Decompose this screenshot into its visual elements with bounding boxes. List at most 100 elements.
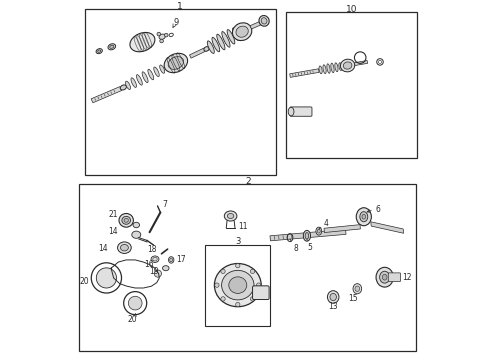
Text: 20: 20 — [80, 277, 90, 286]
Text: 14: 14 — [109, 227, 118, 236]
Circle shape — [257, 283, 261, 287]
Text: 10: 10 — [346, 5, 358, 14]
Ellipse shape — [331, 63, 334, 73]
Polygon shape — [270, 229, 346, 241]
Circle shape — [157, 32, 161, 36]
Ellipse shape — [212, 37, 220, 52]
Ellipse shape — [151, 256, 159, 262]
Text: 21: 21 — [109, 210, 118, 219]
Ellipse shape — [335, 63, 338, 72]
Ellipse shape — [132, 231, 141, 238]
Ellipse shape — [316, 227, 321, 235]
Ellipse shape — [164, 53, 188, 73]
Ellipse shape — [170, 258, 172, 262]
Ellipse shape — [382, 274, 387, 280]
Ellipse shape — [221, 270, 254, 300]
Circle shape — [221, 269, 225, 274]
Text: 12: 12 — [403, 273, 412, 282]
Ellipse shape — [303, 230, 311, 241]
Ellipse shape — [120, 85, 126, 90]
Polygon shape — [91, 87, 122, 103]
Circle shape — [236, 264, 240, 268]
Text: 8: 8 — [290, 239, 298, 253]
Ellipse shape — [355, 286, 360, 292]
Ellipse shape — [133, 222, 140, 228]
Ellipse shape — [124, 218, 128, 222]
Ellipse shape — [339, 63, 342, 71]
Ellipse shape — [108, 44, 116, 50]
Text: 14: 14 — [98, 244, 107, 253]
Text: 13: 13 — [328, 302, 338, 311]
Circle shape — [215, 283, 219, 287]
Ellipse shape — [343, 62, 352, 69]
Bar — [286, 12, 417, 158]
Polygon shape — [324, 225, 360, 233]
Circle shape — [97, 268, 117, 288]
Ellipse shape — [360, 212, 368, 222]
Ellipse shape — [163, 266, 169, 271]
Circle shape — [236, 302, 240, 307]
Ellipse shape — [159, 34, 165, 39]
Ellipse shape — [148, 69, 154, 80]
Circle shape — [250, 269, 255, 274]
Text: 3: 3 — [235, 237, 241, 246]
FancyBboxPatch shape — [290, 107, 312, 116]
Ellipse shape — [222, 32, 230, 47]
Ellipse shape — [330, 293, 337, 301]
Text: 18: 18 — [147, 245, 157, 253]
Ellipse shape — [217, 34, 225, 50]
Ellipse shape — [119, 213, 133, 227]
Ellipse shape — [154, 67, 159, 77]
FancyBboxPatch shape — [252, 286, 269, 300]
Bar — [205, 245, 270, 326]
Ellipse shape — [362, 215, 366, 219]
Ellipse shape — [305, 233, 309, 239]
Text: 11: 11 — [239, 222, 248, 231]
Text: 4: 4 — [319, 220, 328, 229]
Ellipse shape — [323, 65, 326, 73]
Ellipse shape — [229, 277, 247, 293]
Ellipse shape — [327, 291, 339, 303]
Text: 7: 7 — [162, 200, 167, 209]
Text: 5: 5 — [307, 239, 312, 252]
Ellipse shape — [356, 208, 371, 226]
Circle shape — [128, 296, 142, 310]
Ellipse shape — [131, 78, 136, 87]
Circle shape — [154, 270, 162, 277]
Ellipse shape — [236, 26, 248, 37]
Ellipse shape — [353, 284, 362, 294]
Polygon shape — [371, 222, 404, 233]
Circle shape — [160, 39, 163, 43]
Ellipse shape — [224, 211, 237, 221]
Ellipse shape — [207, 41, 214, 53]
Ellipse shape — [96, 49, 102, 54]
Ellipse shape — [261, 18, 267, 24]
Ellipse shape — [327, 64, 330, 73]
Text: 16: 16 — [144, 260, 153, 269]
FancyBboxPatch shape — [388, 273, 400, 282]
Text: 19: 19 — [149, 266, 159, 276]
Ellipse shape — [121, 244, 128, 251]
Ellipse shape — [227, 30, 235, 44]
Ellipse shape — [233, 28, 240, 40]
Ellipse shape — [319, 66, 322, 74]
Text: 17: 17 — [176, 256, 186, 264]
Ellipse shape — [118, 242, 131, 253]
Ellipse shape — [288, 107, 294, 116]
Ellipse shape — [98, 50, 101, 52]
Polygon shape — [355, 60, 368, 66]
Bar — [79, 184, 416, 351]
Ellipse shape — [168, 57, 184, 69]
Circle shape — [250, 297, 255, 301]
Ellipse shape — [318, 229, 320, 233]
Ellipse shape — [169, 257, 174, 263]
Ellipse shape — [380, 271, 390, 283]
Text: 6: 6 — [376, 205, 381, 214]
Polygon shape — [290, 69, 319, 77]
Ellipse shape — [259, 15, 269, 26]
Circle shape — [221, 297, 225, 301]
Ellipse shape — [130, 32, 155, 52]
Polygon shape — [190, 48, 205, 58]
Text: 1: 1 — [176, 2, 182, 11]
Bar — [85, 9, 275, 175]
